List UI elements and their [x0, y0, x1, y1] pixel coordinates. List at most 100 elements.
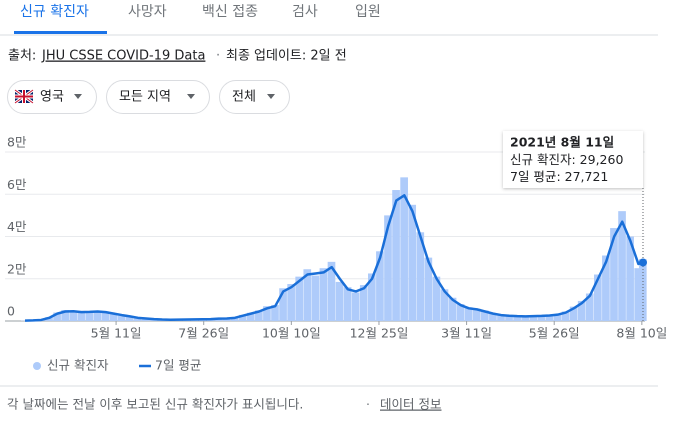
- bar: [497, 314, 505, 321]
- tab[interactable]: 검사: [292, 4, 318, 20]
- chip-label[interactable]: 영국: [40, 90, 64, 105]
- bar: [610, 228, 618, 321]
- bar: [368, 273, 376, 321]
- bar: [569, 306, 578, 321]
- footer-link[interactable]: 데이터 정보: [380, 397, 441, 412]
- bar: [481, 310, 489, 321]
- filter-period[interactable]: 전체: [219, 80, 290, 114]
- bar: [133, 318, 142, 321]
- hover-dot: [639, 258, 647, 267]
- bar: [593, 274, 602, 321]
- bar: [553, 314, 562, 321]
- footer-separator: ·: [366, 397, 370, 412]
- tab[interactable]: 사망자: [128, 4, 167, 20]
- x-tick-label: 12월 25일: [350, 326, 409, 341]
- dropdown-arrow: [187, 94, 195, 99]
- filter-region[interactable]: 모든 지역: [106, 80, 210, 114]
- x-tick-label: 3월 11일: [441, 326, 492, 341]
- bar: [279, 288, 287, 321]
- bar: [287, 284, 295, 321]
- source-link[interactable]: JHU CSSE COVID-19 Data: [41, 49, 205, 64]
- bar: [432, 276, 441, 321]
- bar: [392, 190, 400, 321]
- bar: [263, 306, 271, 321]
- bar: [513, 315, 521, 321]
- tooltip-colon: :: [571, 152, 579, 167]
- tooltip-colon: :: [556, 169, 564, 184]
- source-separator: ·: [216, 49, 220, 64]
- bar: [416, 232, 425, 321]
- bar: [295, 276, 304, 321]
- dropdown-arrow: [74, 94, 82, 99]
- bar: [505, 315, 513, 321]
- bar: [585, 293, 594, 321]
- tab[interactable]: 신규 확진자: [20, 4, 89, 20]
- bar: [335, 281, 344, 321]
- bar: [238, 314, 247, 321]
- bar: [456, 304, 465, 321]
- bar: [464, 307, 473, 321]
- tab[interactable]: 백신 접종: [202, 4, 258, 20]
- bar: [537, 315, 546, 321]
- chip-label[interactable]: 전체: [232, 90, 256, 105]
- bar: [400, 177, 408, 321]
- bar: [351, 292, 360, 321]
- uk-flag: [14, 88, 34, 105]
- tab[interactable]: 입원: [355, 4, 381, 20]
- bar: [222, 318, 231, 321]
- bar: [327, 261, 336, 321]
- bar: [408, 204, 417, 321]
- x-tick-label: 10월 10일: [262, 326, 321, 341]
- average-line: [24, 194, 644, 322]
- bar: [626, 236, 634, 321]
- source-updated: 최종 업데이트: 2일 전: [226, 49, 347, 64]
- bar: [53, 312, 61, 321]
- plot: 0 2만 4만 6만 8만 5월 11일 7월 26일 10월 10일 12월 25일 3월 11…: [5, 131, 667, 373]
- x-tick-label: 5월 11일: [91, 326, 142, 341]
- filter-country[interactable]: 영국: [7, 80, 97, 114]
- tooltip-box: [503, 131, 643, 188]
- bar: [93, 310, 102, 321]
- tooltip-value: 27,721: [565, 169, 609, 184]
- footer-note: 각 날짜에는 전날 이후 보고된 신규 확진자가 표시됩니다.: [7, 397, 303, 412]
- bar: [545, 315, 554, 321]
- bar: [311, 275, 320, 321]
- bar: [521, 316, 530, 321]
- bar: [634, 268, 643, 321]
- bar: [602, 255, 610, 321]
- bar: [448, 297, 457, 321]
- tooltip-row: 신규 확진자: 29,260: [510, 152, 623, 167]
- bar: [85, 312, 94, 321]
- bar: [101, 312, 110, 321]
- bar: [561, 311, 570, 321]
- bar: [472, 308, 481, 321]
- bar: [440, 289, 449, 321]
- chip[interactable]: [7, 80, 97, 114]
- bar: [359, 285, 368, 321]
- tooltip-date: 2021년 8월 11일: [510, 135, 614, 150]
- bar: [343, 287, 352, 321]
- bar: [319, 268, 328, 321]
- tooltip-label: 7일 평균: [510, 169, 556, 184]
- bar: [255, 310, 263, 321]
- bar: [303, 269, 312, 321]
- dropdown-arrow: [267, 94, 275, 99]
- bar: [61, 310, 69, 321]
- tooltip-label: 신규 확진자: [510, 152, 572, 167]
- source-prefix: 출처:: [8, 49, 36, 64]
- legend-label: 신규 확진자: [47, 358, 109, 373]
- chip[interactable]: [219, 80, 290, 114]
- y-tick-label: 0: [7, 304, 15, 319]
- bar: [69, 311, 78, 321]
- bar: [246, 312, 255, 321]
- bar: [529, 315, 538, 321]
- chip-label[interactable]: 모든 지역: [119, 90, 171, 105]
- bar: [271, 304, 279, 321]
- active-tab-indicator: [14, 31, 107, 34]
- chip[interactable]: [106, 80, 210, 114]
- bar: [117, 315, 126, 321]
- bar: [109, 313, 118, 321]
- x-tick-label: 5월 26일: [529, 326, 580, 341]
- legend-label: 7일 평균: [155, 358, 201, 373]
